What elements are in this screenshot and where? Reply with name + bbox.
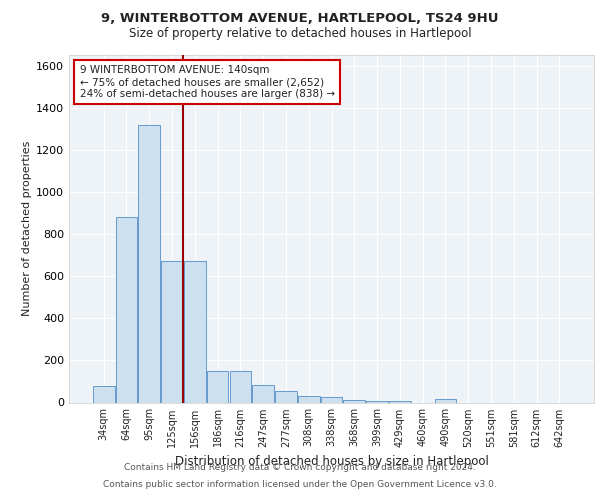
Bar <box>93 386 115 402</box>
Text: Size of property relative to detached houses in Hartlepool: Size of property relative to detached ho… <box>128 28 472 40</box>
Bar <box>161 262 183 402</box>
Bar <box>320 397 343 402</box>
Y-axis label: Number of detached properties: Number of detached properties <box>22 141 32 316</box>
Bar <box>389 401 410 402</box>
Text: Contains public sector information licensed under the Open Government Licence v3: Contains public sector information licen… <box>103 480 497 489</box>
Bar <box>434 398 456 402</box>
Bar <box>207 372 229 402</box>
Bar <box>366 401 388 402</box>
X-axis label: Distribution of detached houses by size in Hartlepool: Distribution of detached houses by size … <box>175 455 488 468</box>
Bar <box>253 384 274 402</box>
Text: Contains HM Land Registry data © Crown copyright and database right 2024.: Contains HM Land Registry data © Crown c… <box>124 464 476 472</box>
Bar <box>230 372 251 402</box>
Bar <box>343 400 365 402</box>
Bar <box>184 262 206 402</box>
Bar <box>298 396 320 402</box>
Text: 9 WINTERBOTTOM AVENUE: 140sqm
← 75% of detached houses are smaller (2,652)
24% o: 9 WINTERBOTTOM AVENUE: 140sqm ← 75% of d… <box>79 66 335 98</box>
Bar <box>275 391 297 402</box>
Bar <box>139 124 160 402</box>
Text: 9, WINTERBOTTOM AVENUE, HARTLEPOOL, TS24 9HU: 9, WINTERBOTTOM AVENUE, HARTLEPOOL, TS24… <box>101 12 499 26</box>
Bar <box>116 217 137 402</box>
